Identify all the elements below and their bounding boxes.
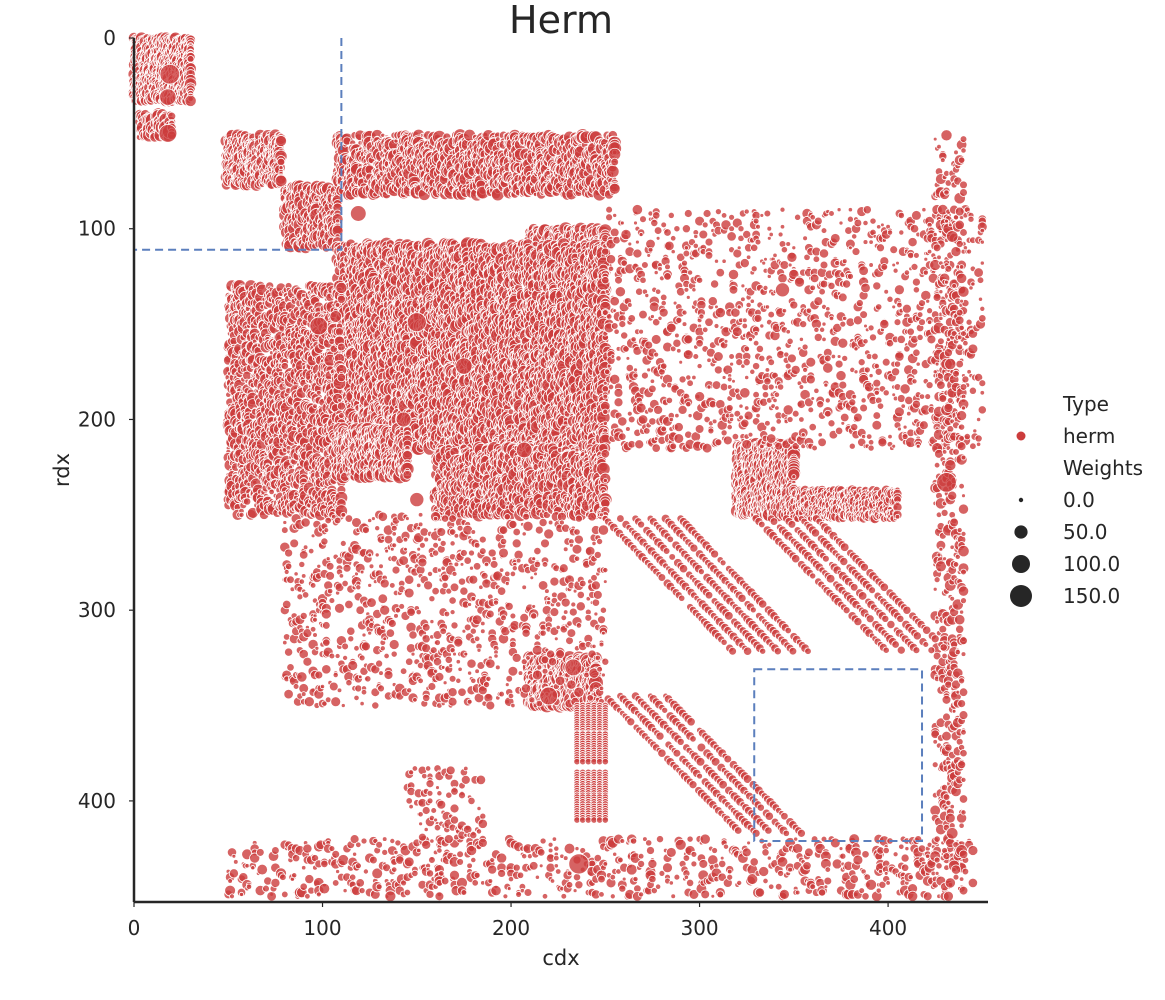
data-points: [127, 31, 988, 903]
data-point: [276, 157, 286, 167]
data-point: [186, 55, 195, 63]
data-point: [275, 135, 287, 147]
data-point: [608, 182, 621, 195]
data-point: [184, 94, 197, 107]
chart-title: Herm: [509, 0, 613, 42]
data-point: [606, 164, 620, 179]
data-point: [610, 157, 619, 167]
